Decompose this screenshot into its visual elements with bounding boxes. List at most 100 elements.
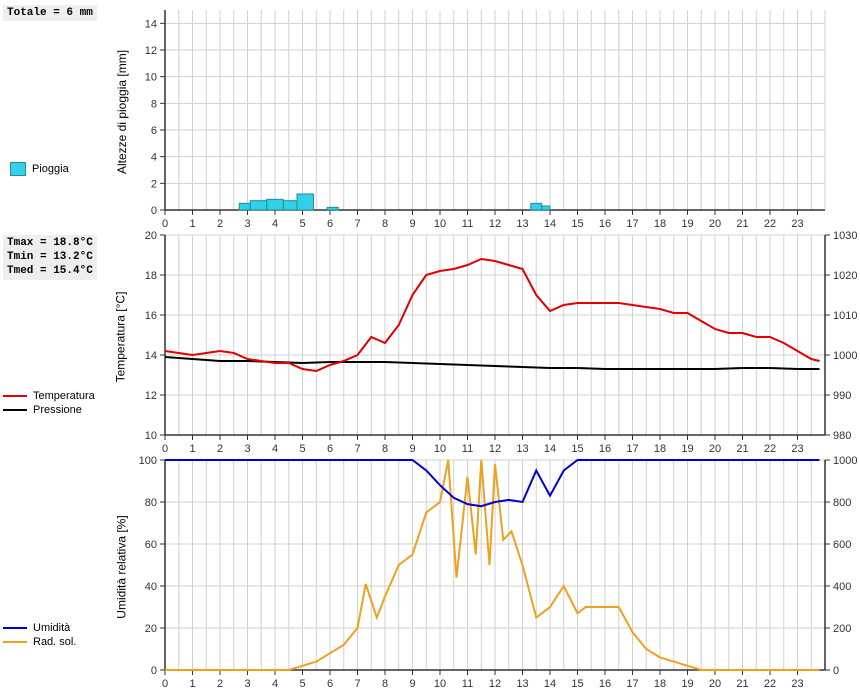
svg-text:13: 13 bbox=[516, 443, 528, 455]
svg-text:16: 16 bbox=[145, 310, 157, 322]
svg-text:14: 14 bbox=[544, 443, 556, 455]
temp-press-chart-svg: 1012141618209809901000101010201030012345… bbox=[115, 230, 860, 460]
svg-text:17: 17 bbox=[626, 678, 638, 690]
legend-rain: Pioggia bbox=[10, 162, 69, 176]
svg-text:16: 16 bbox=[599, 218, 611, 230]
svg-text:1030: 1030 bbox=[833, 230, 857, 242]
svg-text:2: 2 bbox=[217, 218, 223, 230]
svg-text:4: 4 bbox=[272, 218, 278, 230]
svg-text:10: 10 bbox=[434, 218, 446, 230]
svg-text:7: 7 bbox=[354, 443, 360, 455]
svg-text:20: 20 bbox=[145, 230, 157, 242]
svg-text:0: 0 bbox=[162, 678, 168, 690]
svg-text:2: 2 bbox=[217, 443, 223, 455]
svg-text:12: 12 bbox=[489, 443, 501, 455]
svg-text:60: 60 bbox=[145, 539, 157, 551]
svg-text:19: 19 bbox=[681, 218, 693, 230]
svg-text:9: 9 bbox=[409, 443, 415, 455]
rain-y-label: Altezze di pioggia [mm] bbox=[115, 50, 129, 174]
svg-text:980: 980 bbox=[833, 430, 851, 442]
svg-text:13: 13 bbox=[516, 218, 528, 230]
tmed-line: Tmed = 15.4°C bbox=[7, 265, 93, 279]
svg-text:20: 20 bbox=[145, 623, 157, 635]
hum-rad-chart: 0204060801000200400600800100001234567891… bbox=[115, 455, 860, 698]
svg-text:6: 6 bbox=[327, 678, 333, 690]
legend-pressure: Pressione bbox=[3, 404, 95, 416]
legend-humidity: Umidità bbox=[3, 622, 76, 634]
svg-text:12: 12 bbox=[489, 678, 501, 690]
svg-text:16: 16 bbox=[599, 678, 611, 690]
legend-pressure-label: Pressione bbox=[33, 404, 82, 416]
legend-humidity-line bbox=[3, 627, 27, 629]
svg-text:14: 14 bbox=[145, 350, 157, 362]
legend-temperature-line bbox=[3, 395, 27, 397]
legend-radiation-line bbox=[3, 641, 27, 643]
svg-text:14: 14 bbox=[544, 678, 556, 690]
svg-text:20: 20 bbox=[709, 218, 721, 230]
svg-text:1000: 1000 bbox=[833, 350, 857, 362]
svg-text:3: 3 bbox=[244, 218, 250, 230]
svg-text:18: 18 bbox=[654, 218, 666, 230]
svg-text:5: 5 bbox=[299, 678, 305, 690]
svg-text:11: 11 bbox=[462, 443, 473, 455]
svg-text:16: 16 bbox=[599, 443, 611, 455]
svg-text:23: 23 bbox=[791, 218, 803, 230]
tmax-line: Tmax = 18.8°C bbox=[7, 237, 93, 251]
svg-text:6: 6 bbox=[327, 443, 333, 455]
rain-total-box: Totale = 6 mm bbox=[3, 5, 97, 21]
svg-text:1: 1 bbox=[189, 443, 195, 455]
legend-radiation: Rad. sol. bbox=[3, 636, 76, 648]
svg-text:1: 1 bbox=[189, 678, 195, 690]
left-legend-panel: Totale = 6 mm Pioggia Tmax = 18.8°C Tmin… bbox=[0, 0, 115, 690]
svg-text:12: 12 bbox=[145, 390, 157, 402]
svg-text:12: 12 bbox=[489, 218, 501, 230]
svg-text:14: 14 bbox=[145, 18, 157, 30]
svg-text:14: 14 bbox=[544, 218, 556, 230]
svg-text:100: 100 bbox=[139, 455, 157, 467]
svg-text:0: 0 bbox=[151, 205, 157, 217]
svg-text:4: 4 bbox=[272, 443, 278, 455]
svg-text:19: 19 bbox=[681, 678, 693, 690]
svg-text:15: 15 bbox=[571, 218, 583, 230]
svg-text:15: 15 bbox=[571, 678, 583, 690]
svg-text:18: 18 bbox=[654, 443, 666, 455]
svg-text:990: 990 bbox=[833, 390, 851, 402]
svg-text:0: 0 bbox=[833, 665, 839, 677]
svg-text:9: 9 bbox=[409, 218, 415, 230]
svg-text:1000: 1000 bbox=[833, 455, 857, 467]
legend-radiation-label: Rad. sol. bbox=[33, 636, 76, 648]
svg-text:10: 10 bbox=[145, 430, 157, 442]
svg-text:8: 8 bbox=[151, 98, 157, 110]
svg-text:0: 0 bbox=[151, 665, 157, 677]
temp-stats-box: Tmax = 18.8°C Tmin = 13.2°C Tmed = 15.4°… bbox=[3, 235, 97, 280]
svg-text:18: 18 bbox=[654, 678, 666, 690]
temp-press-chart: 1012141618209809901000101010201030012345… bbox=[115, 230, 860, 463]
svg-text:5: 5 bbox=[299, 218, 305, 230]
svg-text:3: 3 bbox=[244, 443, 250, 455]
svg-text:12: 12 bbox=[145, 45, 157, 57]
legend-temperature: Temperatura bbox=[3, 390, 95, 402]
svg-text:600: 600 bbox=[833, 539, 851, 551]
svg-text:5: 5 bbox=[299, 443, 305, 455]
legend-pressure-line bbox=[3, 409, 27, 411]
svg-text:9: 9 bbox=[409, 678, 415, 690]
svg-text:17: 17 bbox=[626, 218, 638, 230]
svg-text:19: 19 bbox=[681, 443, 693, 455]
svg-text:400: 400 bbox=[833, 581, 851, 593]
temp-y-label: Temperatura [°C] bbox=[113, 292, 127, 383]
rain-chart-svg: 0246810121401234567891011121314151617181… bbox=[115, 5, 860, 235]
tmin-line: Tmin = 13.2°C bbox=[7, 251, 93, 265]
svg-text:2: 2 bbox=[151, 178, 157, 190]
svg-text:10: 10 bbox=[434, 678, 446, 690]
svg-text:8: 8 bbox=[382, 218, 388, 230]
svg-text:1010: 1010 bbox=[833, 310, 857, 322]
svg-text:10: 10 bbox=[434, 443, 446, 455]
svg-text:22: 22 bbox=[764, 218, 776, 230]
svg-text:80: 80 bbox=[145, 497, 157, 509]
svg-text:0: 0 bbox=[162, 218, 168, 230]
svg-text:20: 20 bbox=[709, 443, 721, 455]
legend-humidity-label: Umidità bbox=[33, 622, 70, 634]
svg-text:22: 22 bbox=[764, 443, 776, 455]
svg-text:6: 6 bbox=[151, 125, 157, 137]
legend-rain-swatch bbox=[10, 162, 26, 176]
